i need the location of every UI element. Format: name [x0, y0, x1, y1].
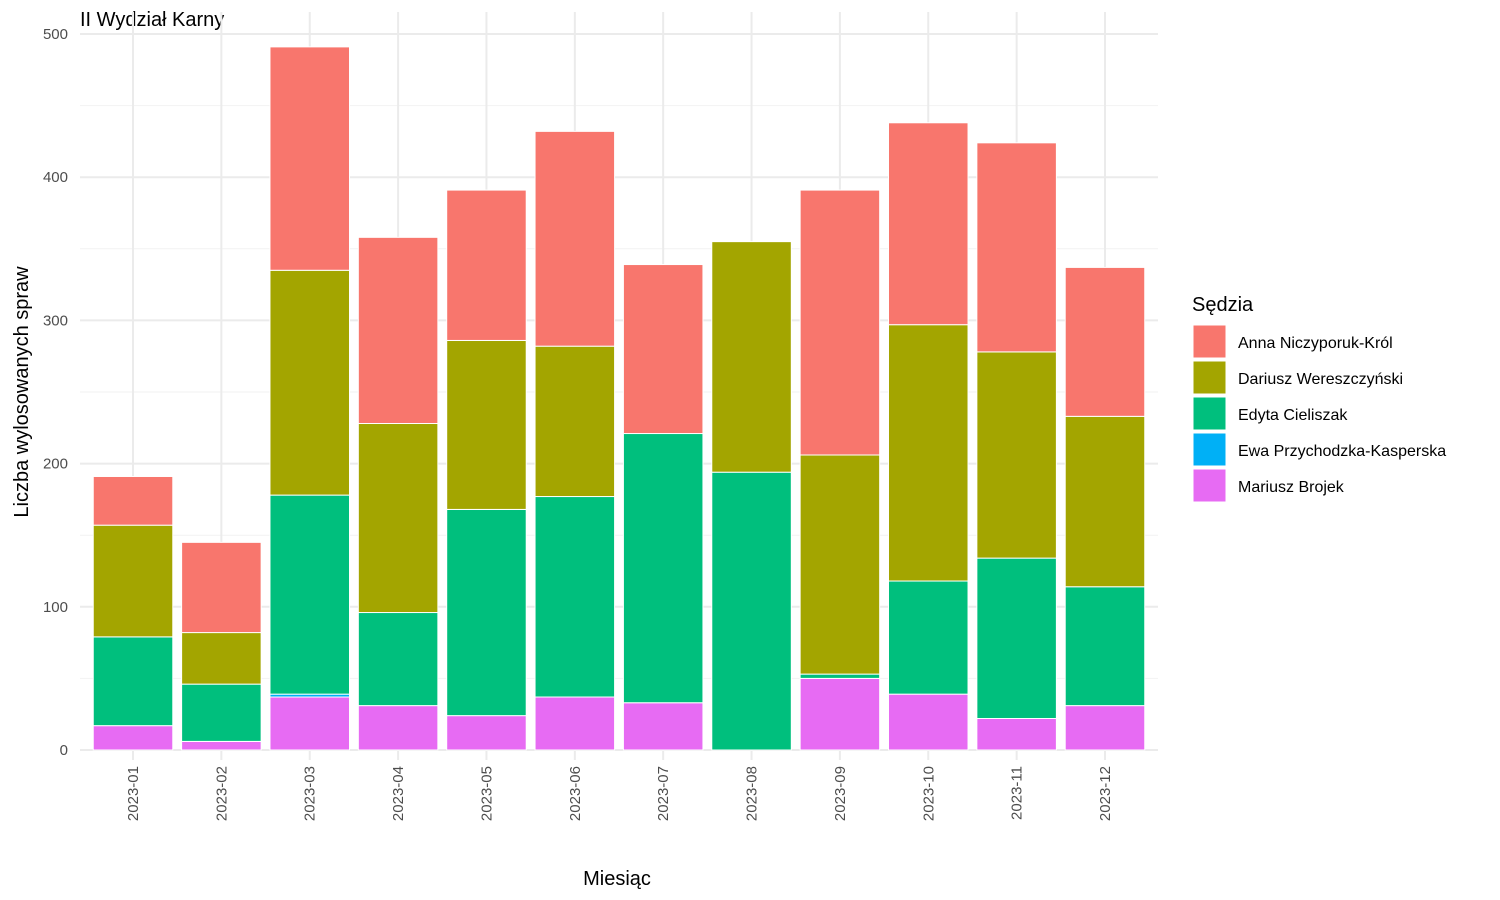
bar-segment — [357, 236, 439, 425]
x-tick-label: 2023-09 — [832, 766, 849, 821]
x-tick-label: 2023-06 — [567, 766, 584, 821]
bar-segment — [888, 122, 969, 326]
bar-segment — [446, 339, 527, 510]
legend-label: Edyta Cieliszak — [1238, 407, 1348, 424]
bar-segment — [357, 705, 439, 751]
y-tick-label: 500 — [43, 26, 68, 43]
bar-segment — [622, 433, 704, 704]
bar-segment — [711, 241, 792, 473]
bar-segment — [269, 46, 350, 271]
legend-key — [1192, 324, 1227, 359]
bar-segment — [976, 717, 1057, 751]
bar-segment — [1064, 705, 1146, 751]
legend-title: Sędzia — [1192, 294, 1254, 316]
x-tick-label: 2023-08 — [744, 766, 761, 821]
bar-segment — [1064, 415, 1146, 588]
legend-label: Ewa Przychodzka-Kasperska — [1238, 443, 1446, 460]
bar-segment — [357, 423, 439, 614]
bar-segment — [799, 677, 881, 751]
chart-title: II Wydział Karny — [80, 9, 224, 31]
bar-segment — [622, 264, 704, 435]
x-axis-ticks: 2023-01 2023-02 2023-03 2023-04 2023-05 2023-… — [125, 766, 1114, 821]
bar-segment — [357, 612, 439, 707]
bar-segment — [181, 541, 262, 634]
bar-segment — [976, 142, 1057, 353]
x-tick-label: 2023-01 — [125, 766, 142, 821]
bar-segment — [976, 351, 1057, 559]
x-tick-label: 2023-02 — [213, 766, 230, 821]
bar-segment — [269, 269, 350, 496]
x-tick-label: 2023-11 — [1009, 766, 1026, 820]
bar-segment — [92, 636, 174, 727]
bar-segment — [534, 130, 616, 347]
x-axis-title: Miesiąc — [583, 868, 651, 890]
bar-segment — [181, 683, 262, 742]
bar-segment — [799, 189, 881, 456]
legend-key — [1192, 468, 1227, 503]
legend-key — [1192, 360, 1227, 395]
bar-segment — [92, 524, 174, 638]
bar-segment — [799, 454, 881, 675]
bar-segment — [1064, 266, 1146, 417]
bar-segment — [888, 580, 969, 695]
y-tick-label: 200 — [43, 456, 68, 473]
bar-segment — [799, 673, 881, 679]
bar-segment — [976, 557, 1057, 719]
legend-key — [1192, 396, 1227, 431]
bar-segment — [446, 508, 527, 717]
bar-segment — [446, 715, 527, 751]
bars — [92, 46, 1146, 751]
legend: Sędzia Anna Niczyporuk-Król Dariusz Weres… — [1192, 294, 1446, 503]
bar-segment — [181, 632, 262, 685]
y-tick-label: 400 — [43, 169, 68, 186]
y-tick-label: 300 — [43, 312, 68, 329]
bar-segment — [534, 496, 616, 698]
y-axis-title: Liczba wylosowanych spraw — [11, 266, 33, 518]
x-tick-label: 2023-12 — [1097, 766, 1114, 821]
bar-segment — [888, 324, 969, 582]
y-tick-label: 0 — [60, 742, 68, 759]
x-tick-label: 2023-07 — [655, 766, 672, 821]
legend-label: Dariusz Wereszczyński — [1238, 371, 1403, 388]
legend-key — [1192, 432, 1227, 467]
x-tick-label: 2023-10 — [920, 766, 937, 821]
bar-segment — [534, 345, 616, 498]
bar-segment — [446, 189, 527, 341]
bar-segment — [269, 494, 350, 695]
bar-segment — [622, 702, 704, 751]
bar-segment — [92, 475, 174, 526]
legend-label: Anna Niczyporuk-Król — [1238, 335, 1393, 352]
bar-segment — [1064, 586, 1146, 707]
bar-segment — [711, 471, 792, 751]
x-tick-label: 2023-04 — [390, 766, 407, 821]
bar-segment — [269, 696, 350, 751]
y-tick-label: 100 — [43, 599, 68, 616]
x-tick-label: 2023-05 — [478, 766, 495, 821]
bar-segment — [92, 725, 174, 751]
bar-segment — [534, 696, 616, 751]
y-axis-ticks: 0 100 200 300 400 500 — [43, 26, 68, 759]
bar-segment — [181, 740, 262, 751]
bar-segment — [888, 693, 969, 751]
x-tick-label: 2023-03 — [302, 766, 319, 821]
legend-label: Mariusz Brojek — [1238, 479, 1345, 496]
